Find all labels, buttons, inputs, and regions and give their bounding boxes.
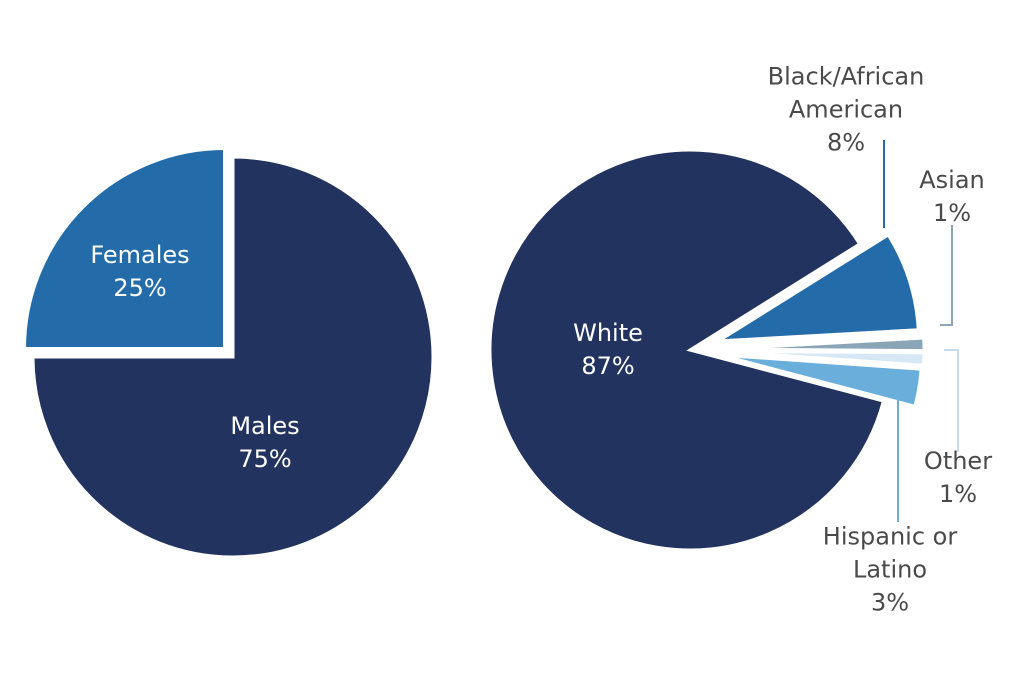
- slice-value: 87%: [581, 352, 635, 380]
- pie-slice: [723, 349, 926, 367]
- slice-value: 1%: [932, 199, 972, 227]
- slice-name: Other: [923, 447, 993, 475]
- pie-slice: [31, 155, 435, 559]
- slice-name: Females: [90, 241, 190, 269]
- slice-value: 75%: [238, 445, 292, 473]
- slice-label: Hispanic or Latino 3%: [810, 521, 970, 620]
- slice-label: Black/African American 8%: [736, 61, 956, 160]
- pie-slice: [717, 232, 920, 343]
- slice-name: Males: [230, 412, 300, 440]
- slice-label: White 87%: [528, 317, 688, 383]
- slice-value: 25%: [113, 274, 167, 302]
- slice-label: Other 1%: [898, 445, 1018, 511]
- pie-slice: [723, 336, 926, 353]
- pie-slice: [23, 147, 227, 351]
- leader-line: [940, 225, 953, 326]
- leader-lines: [883, 140, 959, 522]
- pie-slice: [488, 148, 886, 552]
- slice-value: 8%: [826, 128, 866, 157]
- slice-name: Black/African American: [767, 62, 925, 124]
- slice-value: 3%: [870, 588, 910, 617]
- pie-slice: [721, 353, 923, 409]
- slice-value: 1%: [938, 480, 978, 508]
- slice-name: Asian: [919, 166, 985, 194]
- slice-label: Asian 1%: [892, 164, 1012, 230]
- leader-line: [944, 349, 959, 452]
- slice-label: Females 25%: [60, 239, 220, 305]
- slice-name: White: [573, 319, 643, 347]
- slice-name: Hispanic or Latino: [822, 522, 958, 584]
- slice-label: Males 75%: [185, 410, 345, 476]
